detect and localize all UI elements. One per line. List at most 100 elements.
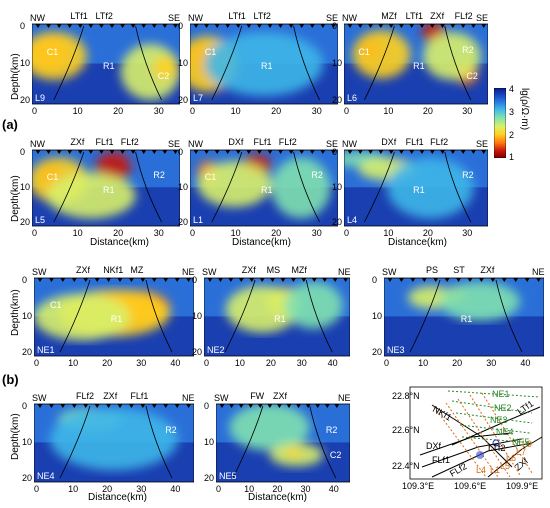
panel-id: NE4: [37, 471, 55, 481]
station-marker: [387, 278, 393, 282]
fault-label: ST: [453, 265, 465, 275]
fault-label: ZXf: [241, 265, 256, 275]
fault-curve: [59, 279, 91, 353]
y-tick-label: 20: [204, 473, 215, 483]
station-marker: [60, 404, 66, 408]
station-marker: [357, 150, 363, 154]
station-marker: [299, 150, 305, 154]
map-label-l7: L7: [516, 447, 526, 457]
direction-right: NE: [182, 393, 195, 403]
x-tick-label: 40: [328, 358, 338, 368]
station-marker: [128, 278, 134, 282]
y-tick-label: 10: [20, 58, 31, 68]
station-marker: [324, 404, 330, 408]
station-marker: [172, 150, 178, 154]
direction-right: SE: [168, 139, 181, 149]
panel-id: L4: [347, 215, 358, 225]
station-marker: [37, 278, 43, 282]
x-tick-label: 20: [423, 106, 433, 116]
x-tick-label: 20: [271, 228, 281, 238]
station-marker: [130, 24, 136, 28]
x-tick-label: 20: [113, 106, 123, 116]
station-marker: [35, 150, 41, 154]
station-marker: [140, 278, 146, 282]
station-marker: [83, 278, 89, 282]
section-image-ne1: 0 10 20 30 40: [34, 277, 194, 368]
station-marker: [309, 150, 315, 154]
y-tick-label: 20: [22, 347, 33, 357]
station-marker: [357, 24, 363, 28]
station-marker: [214, 150, 220, 154]
x-tick-label: 10: [73, 106, 83, 116]
section-panel-l9: 0 10 20 30 NW SE LTf1 LTf2 C1 R1 C2 L9 0 10 20: [20, 12, 180, 118]
station-marker: [270, 278, 276, 282]
y-tick-label: 0: [20, 21, 26, 31]
station-marker: [67, 24, 73, 28]
x-tick-label: 10: [235, 358, 245, 368]
station-marker: [334, 404, 340, 408]
station-marker: [246, 24, 252, 28]
station-marker: [174, 278, 180, 282]
x-tick-label: 30: [301, 484, 311, 494]
fault-curve: [224, 279, 256, 353]
map-label-ne2: NE2: [494, 403, 512, 413]
section-panel-ne3: 0 10 20 30 40 SW NE PS ST ZXf R1 NE3 0 10 20: [372, 265, 545, 370]
x-tick-label: 0: [32, 106, 37, 116]
fault-label: FLf1: [130, 391, 149, 401]
y-tick-label: 10: [178, 182, 189, 192]
x-tick-label: 0: [190, 228, 195, 238]
y-tick-label: 10: [332, 58, 343, 68]
x-tick-label: 10: [68, 358, 78, 368]
section-panel-ne2: 0 10 20 30 40 SW NE ZXf MS MZf R1 NE2 0 10 20: [192, 265, 351, 370]
fault-curve: [409, 279, 441, 353]
direction-left: NW: [342, 13, 357, 23]
section-panel-l7: 0 10 20 30 NW SE LTf1 LTf2 C1 R1 L7 0 10 20: [178, 12, 338, 118]
fault-curve: [444, 25, 472, 101]
map-label-l9: L9: [522, 439, 532, 449]
station-marker: [162, 24, 168, 28]
station-marker: [467, 278, 473, 282]
station-marker: [117, 404, 123, 408]
fault-curve: [364, 25, 395, 101]
station-marker: [433, 278, 439, 282]
map-lat-1: 22.8°N: [392, 391, 420, 401]
y-tick-label: 10: [192, 311, 203, 321]
direction-left: SW: [32, 267, 47, 277]
station-marker: [225, 150, 231, 154]
fault-line-flf2: [431, 442, 533, 478]
x-tick-label: 0: [344, 106, 349, 116]
station-marker: [347, 150, 353, 154]
x-tick-label: 20: [102, 358, 112, 368]
y-tick-label: 20: [332, 95, 343, 105]
region-label-r1: R1: [274, 314, 286, 325]
y-tick-label: 20: [20, 95, 31, 105]
station-marker: [172, 24, 178, 28]
direction-left: NW: [342, 139, 357, 149]
station-marker: [120, 150, 126, 154]
fault-label: ZXf: [76, 265, 91, 275]
y-tick-label: 0: [22, 275, 28, 285]
y-tick-label: 20: [372, 347, 383, 357]
map-label-l4: L4: [476, 465, 486, 475]
station-marker: [109, 150, 115, 154]
station-marker: [141, 150, 147, 154]
fault-curve: [232, 405, 264, 479]
region-label-r2: R2: [311, 170, 323, 181]
x-tick-label: 0: [384, 358, 389, 368]
station-marker: [94, 278, 100, 282]
panel-id: L6: [347, 93, 358, 103]
station-marker: [398, 150, 404, 154]
station-marker: [151, 150, 157, 154]
x-tick-label: 10: [68, 484, 78, 494]
direction-left: SW: [202, 267, 217, 277]
distance-axis-title-2: Distance(km): [232, 237, 291, 248]
direction-right: SE: [476, 139, 489, 149]
fault-curve: [135, 151, 162, 223]
station-marker: [330, 24, 336, 28]
fault-label: FLf2: [454, 11, 473, 21]
colorbar-tick-3: 3: [509, 107, 515, 117]
direction-right: NE: [182, 267, 195, 277]
x-tick-label: 0: [32, 228, 37, 238]
region-label-r2: R2: [325, 424, 338, 435]
station-marker: [524, 278, 530, 282]
